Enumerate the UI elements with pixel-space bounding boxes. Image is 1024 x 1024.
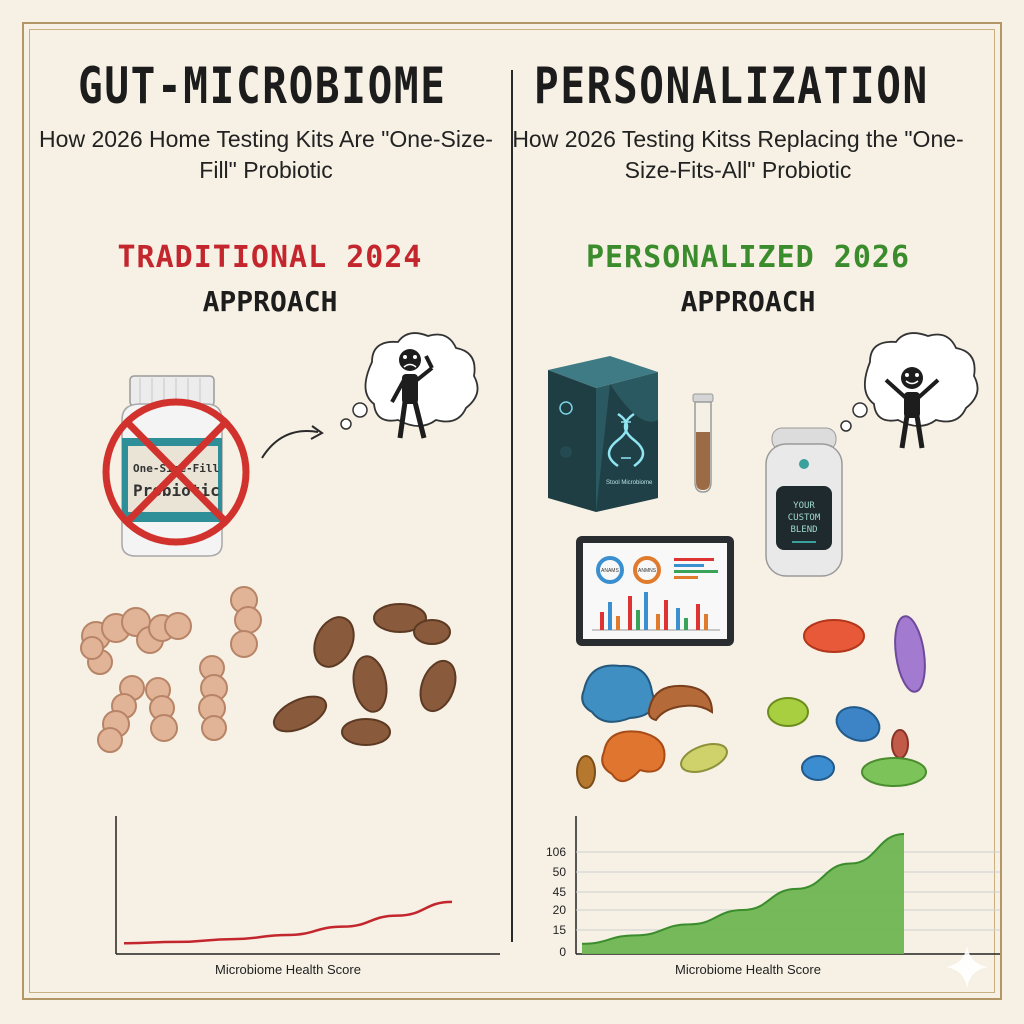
inner-frame [29,29,995,993]
device-text-line1: YOUR [793,501,815,511]
test-kit-box: Stool Microbiome [548,356,658,512]
y-tick-label: 50 [553,865,567,879]
y-tick-label: 0 [559,945,566,959]
y-tick-label: 106 [546,845,566,859]
bacteria-tan [80,586,262,753]
tablet-dashboard: ANAMS ANMNS [576,536,734,646]
supplement-dispenser: YOUR CUSTOM BLEND [765,427,843,577]
y-tick-label: 45 [553,885,567,899]
series-line-personalized [581,833,905,945]
chart-right-xlabel: Microbiome Health Score [675,962,821,977]
approach-label-left: APPROACH [202,285,338,318]
series-line-traditional [123,900,453,945]
series-area-personalized [582,834,904,954]
sad-person-icon [390,349,434,439]
subtitle-left: How 2026 Home Testing Kits Are "One-Size… [39,126,493,183]
box-text: Stool Microbiome [606,480,653,486]
center-divider [511,70,513,942]
era-label-traditional: TRADITIONAL 2024 [117,240,423,275]
dna-icon [607,412,645,468]
device-text-line3: BLEND [790,525,817,535]
sparkle-icon [946,946,988,988]
bacteria-brown [272,603,457,746]
era-label-personalized: PERSONALIZED 2026 [585,240,911,275]
tablet-label-a: ANAMS [601,568,619,574]
tablet-label-b: ANMNS [638,568,657,574]
y-tick-label: 15 [553,923,567,937]
approach-label-right: APPROACH [680,285,816,318]
subtitle-right: How 2026 Testing Kitss Replacing the "On… [512,126,964,183]
no-sign-icon [102,398,250,546]
bacteria-colorful [576,615,927,789]
test-tube [692,393,714,493]
chart-left-xlabel: Microbiome Health Score [215,962,361,977]
y-tick-label: 20 [553,903,567,917]
happy-person-icon [884,367,940,449]
title-right: PERSONALIZATION [534,57,929,115]
title-left: GUT-MICROBIOME [78,57,447,115]
arrow-icon [261,430,319,459]
device-text-line2: CUSTOM [788,513,821,523]
outer-frame [22,22,1002,1000]
